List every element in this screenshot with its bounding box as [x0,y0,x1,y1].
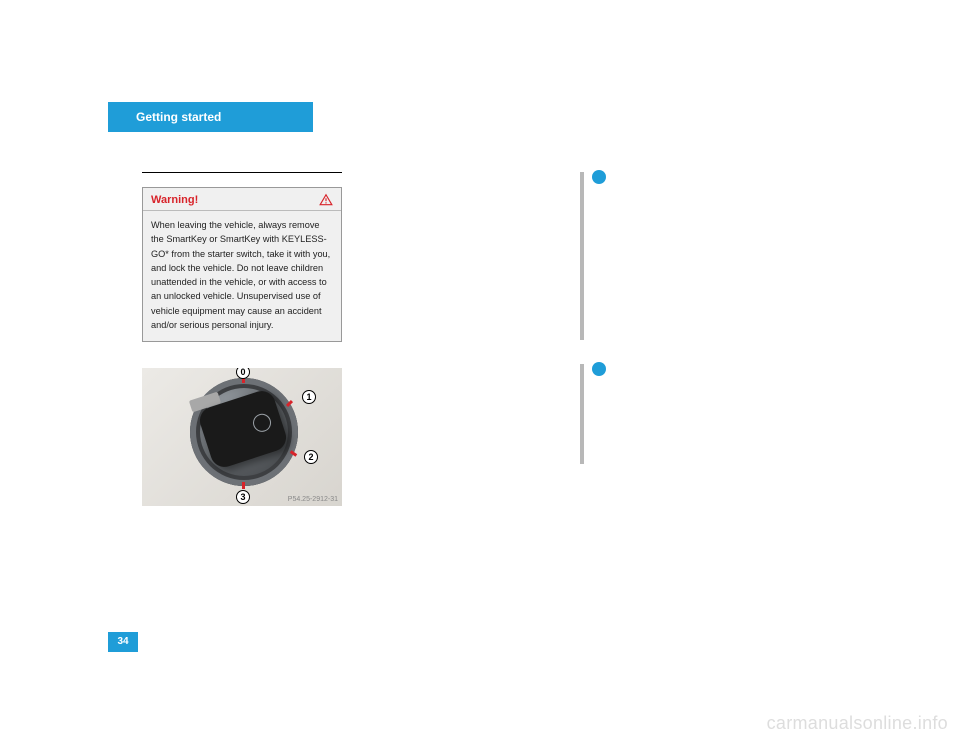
info-note-1-body [590,172,790,340]
divider [142,172,342,173]
right-column [580,172,790,488]
info-note-1 [580,172,790,340]
position-tick-3 [242,482,245,489]
warning-triangle-icon [319,193,333,207]
watermark: carmanualsonline.info [767,713,948,734]
info-icon [592,170,606,184]
ignition-photo: 0 1 2 3 P54.25-2912-31 [142,368,342,506]
callout-3: 3 [236,490,250,504]
manual-page: Getting started Warning! When leaving th… [108,80,852,660]
callout-1: 1 [302,390,316,404]
page-number: 34 [108,632,138,652]
left-column: Warning! When leaving the vehicle, alway… [142,172,352,506]
section-header: Getting started [108,102,313,132]
warning-box: Warning! When leaving the vehicle, alway… [142,187,342,342]
warning-header: Warning! [143,188,341,211]
photo-reference-code: P54.25-2912-31 [288,496,338,503]
warning-text: When leaving the vehicle, always remove … [143,211,341,341]
info-note-2-body [590,364,790,464]
info-note-2 [580,364,790,464]
section-title: Getting started [136,110,221,124]
callout-2: 2 [304,450,318,464]
info-icon [592,362,606,376]
warning-label: Warning! [151,194,198,206]
page-number-value: 34 [117,636,128,647]
